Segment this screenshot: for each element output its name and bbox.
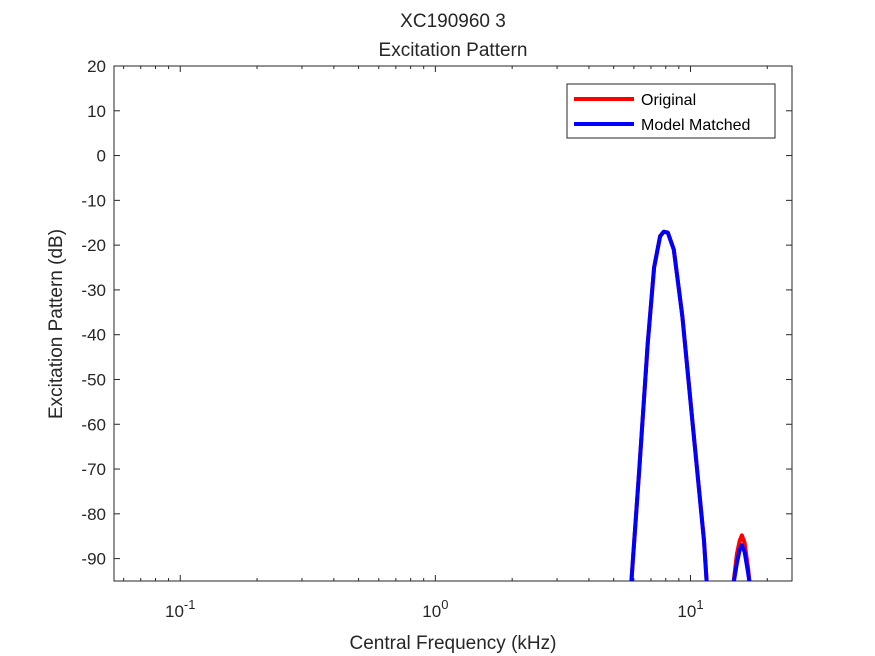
y-tick-label: -60 (81, 415, 106, 434)
chart-subtitle: Excitation Pattern (379, 40, 528, 61)
chart-title: XC190960 3 (400, 11, 506, 32)
y-tick-label: -90 (81, 550, 106, 569)
legend-label-original: Original (641, 92, 696, 109)
x-tick-label: 10-1 (165, 597, 195, 621)
legend-box (566, 83, 776, 139)
series-line-model-matched (731, 543, 752, 581)
y-tick-label: -40 (81, 326, 106, 345)
y-tick-label: -70 (81, 460, 106, 479)
x-axis: 10-1 100 101 (123, 66, 768, 621)
x-tick-label: 101 (677, 597, 703, 621)
y-tick-label: -20 (81, 236, 106, 255)
series-layer (629, 229, 752, 581)
plot-area (113, 65, 793, 582)
y-tick-label: -10 (81, 191, 106, 210)
y-tick-label: 20 (87, 57, 106, 76)
y-tick-label: -30 (81, 281, 106, 300)
series-line-model-matched (629, 229, 709, 581)
legend: Original Model Matched (566, 83, 776, 139)
y-axis-label: Excitation Pattern (dB) (46, 229, 67, 419)
x-axis-label: Central Frequency (kHz) (350, 633, 557, 654)
x-tick-label: 100 (422, 597, 448, 621)
y-axis: 20 10 0 -10 -20 -30 -40 -50 -60 -70 -80 -90 (81, 57, 792, 569)
y-tick-label: -50 (81, 370, 106, 389)
y-tick-label: 10 (87, 102, 106, 121)
legend-label-model-matched: Model Matched (641, 117, 750, 134)
y-tick-label: 0 (97, 147, 106, 166)
y-tick-label: -80 (81, 505, 106, 524)
